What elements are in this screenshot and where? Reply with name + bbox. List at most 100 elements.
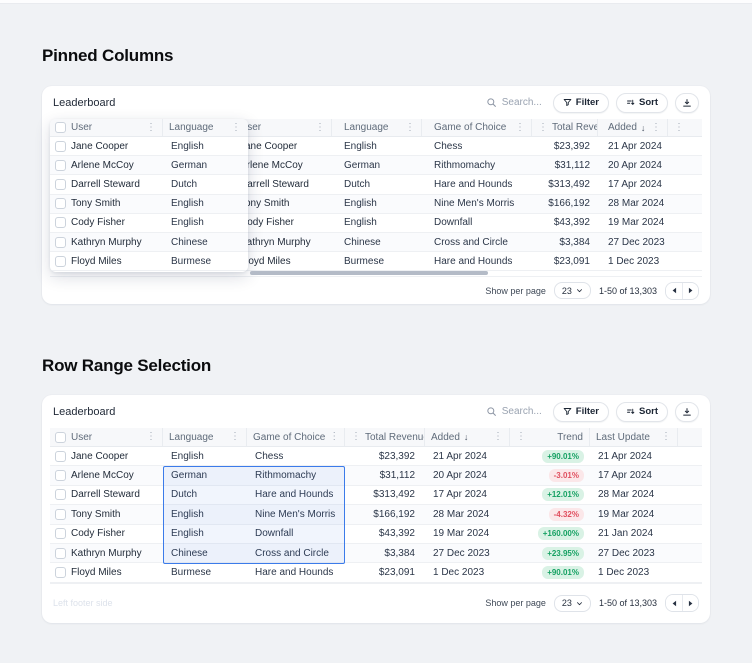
column-menu-icon[interactable]: ⋮: [661, 431, 671, 442]
table-row[interactable]: Darrell Steward Dutch Hare and Hounds $313,…: [228, 175, 702, 195]
column-header-added[interactable]: Added ↓ ⋮: [598, 119, 668, 136]
column-header-language[interactable]: Language ⋮: [332, 119, 422, 136]
column-header-game[interactable]: Game of Choice ⋮: [247, 428, 345, 446]
page-size-select[interactable]: 23: [553, 282, 591, 299]
row-checkbox[interactable]: [55, 567, 66, 579]
table-row[interactable]: Kathryn Murphy Chinese Cross and Circle $3,…: [50, 543, 702, 564]
leaderboard-card-pinned: Leaderboard Search... Filter Sort: [42, 86, 710, 304]
table-row[interactable]: Cody Fisher English: [50, 213, 248, 233]
row-checkbox[interactable]: [55, 450, 66, 462]
table-row[interactable]: Arlene McCoy German Rithmomachy $31,112 20 A…: [228, 156, 702, 176]
column-menu-icon[interactable]: ⋮: [230, 431, 240, 442]
column-header-trailing: ⋮: [668, 119, 702, 136]
table-row[interactable]: Floyd Miles Burmese: [50, 252, 248, 272]
table-row[interactable]: Tony Smith English: [50, 194, 248, 214]
row-checkbox[interactable]: [55, 470, 66, 482]
table-row[interactable]: Arlene McCoy German Rithmomachy $31,112 20 A…: [50, 466, 702, 486]
card-title: Leaderboard: [53, 96, 116, 109]
table-row[interactable]: Arlene McCoy German: [50, 156, 248, 176]
base-header-row: User ⋮ Language ⋮ Game of Choice ⋮ ⋮ Total R…: [228, 119, 702, 137]
next-page-button[interactable]: [682, 595, 698, 612]
horizontal-scrollbar[interactable]: [250, 271, 488, 275]
prev-page-button[interactable]: [666, 282, 682, 299]
column-header-revenue[interactable]: ⋮Total Revenue: [345, 428, 425, 446]
next-page-button[interactable]: [682, 282, 698, 299]
column-menu-icon[interactable]: ⋮: [674, 121, 684, 133]
card-footer: Left footer side Show per page 23 1-50 o…: [50, 582, 702, 623]
row-checkbox[interactable]: [55, 178, 66, 190]
column-header-user-pinned[interactable]: User ⋮: [50, 119, 163, 136]
column-menu-icon[interactable]: ⋮: [538, 121, 548, 133]
column-menu-icon[interactable]: ⋮: [493, 431, 503, 442]
table-row[interactable]: Jane Cooper English Chess $23,392 21 Apr 202…: [228, 137, 702, 157]
row-checkbox[interactable]: [55, 217, 66, 229]
table-row[interactable]: Tony Smith English Nine Men's Morris $166,1…: [228, 194, 702, 214]
column-menu-icon[interactable]: ⋮: [146, 121, 156, 133]
table-row[interactable]: Kathryn Murphy Chinese: [50, 232, 248, 253]
column-header-user[interactable]: User ⋮: [228, 119, 332, 136]
search-input[interactable]: Search...: [486, 97, 542, 108]
chevron-down-icon: [576, 289, 582, 293]
card-header: Leaderboard Search... Filter Sort: [50, 86, 702, 119]
table-row[interactable]: Darrell Steward Dutch Hare and Hounds $313,…: [50, 485, 702, 506]
search-input[interactable]: Search...: [486, 406, 542, 417]
filter-button[interactable]: Filter: [552, 401, 609, 422]
column-header-revenue[interactable]: ⋮Total Revenue: [532, 119, 598, 136]
chevron-down-icon: [576, 601, 582, 605]
pagination: Show per page 23 1-50 of 13,303: [485, 594, 699, 613]
column-menu-icon[interactable]: ⋮: [315, 121, 325, 133]
table-row[interactable]: Floyd Miles Burmese Hare and Hounds $23,091…: [228, 252, 702, 272]
row-checkbox[interactable]: [55, 159, 66, 171]
table-row[interactable]: Kathryn Murphy Chinese Cross and Circle $3,…: [228, 232, 702, 253]
row-checkbox[interactable]: [55, 236, 66, 248]
header-row: User ⋮ Language ⋮ Game of Choice ⋮ ⋮ Total R…: [50, 428, 702, 447]
column-header-user[interactable]: User ⋮: [50, 428, 163, 446]
download-icon: [683, 98, 691, 107]
column-menu-icon[interactable]: ⋮: [516, 431, 526, 442]
select-all-checkbox[interactable]: [55, 431, 66, 443]
column-header-trend[interactable]: ⋮ Trend: [510, 428, 590, 446]
column-menu-icon[interactable]: ⋮: [146, 431, 156, 442]
column-menu-icon[interactable]: ⋮: [329, 431, 340, 442]
row-checkbox[interactable]: [55, 198, 66, 210]
trend-badge: +23.95%: [542, 546, 584, 560]
column-menu-icon[interactable]: ⋮: [231, 121, 241, 133]
sort-button[interactable]: Sort: [616, 401, 668, 422]
row-checkbox[interactable]: [55, 255, 66, 267]
sort-icon: [627, 99, 635, 105]
table-row[interactable]: Jane Cooper English Chess $23,392 21 Apr 202…: [50, 447, 702, 467]
table-row[interactable]: Cody Fisher English Downfall $43,392 19 Mar …: [50, 524, 702, 544]
download-button[interactable]: [675, 401, 699, 422]
prev-icon: [672, 287, 677, 294]
sort-button[interactable]: Sort: [616, 92, 668, 113]
page-size-select[interactable]: 23: [553, 594, 591, 612]
pagination-range: 1-50 of 13,303: [598, 285, 657, 296]
column-menu-icon[interactable]: ⋮: [651, 121, 661, 133]
table-row[interactable]: Cody Fisher English Downfall $43,392 19 Mar …: [228, 213, 702, 233]
column-header-language-pinned[interactable]: Language ⋮: [169, 121, 241, 133]
column-menu-icon[interactable]: ⋮: [405, 121, 415, 133]
prev-page-button[interactable]: [666, 595, 682, 612]
search-placeholder: Search...: [501, 97, 542, 108]
row-checkbox[interactable]: [55, 140, 66, 152]
row-checkbox[interactable]: [55, 528, 66, 540]
column-menu-icon[interactable]: ⋮: [515, 121, 525, 133]
download-button[interactable]: [675, 92, 699, 113]
table-row[interactable]: Tony Smith English Nine Men's Morris $166,1…: [50, 505, 702, 525]
pinned-table-body: Jane Cooper English Arlene McCoy German Da…: [50, 137, 248, 272]
column-header-last-update[interactable]: Last Update ⋮: [590, 428, 678, 446]
footer-left-placeholder: Left footer side: [53, 598, 113, 609]
column-header-added[interactable]: Added ↓ ⋮: [425, 428, 510, 446]
filter-button[interactable]: Filter: [552, 92, 609, 113]
row-checkbox[interactable]: [55, 547, 66, 559]
column-header-language[interactable]: Language ⋮: [163, 428, 247, 446]
column-menu-icon[interactable]: ⋮: [351, 431, 361, 442]
table-row[interactable]: Jane Cooper English: [50, 137, 248, 157]
row-checkbox[interactable]: [55, 489, 66, 501]
row-checkbox[interactable]: [55, 508, 66, 520]
table-row[interactable]: Darrell Steward Dutch: [50, 175, 248, 195]
table-row[interactable]: Floyd Miles Burmese Hare and Hounds $23,091…: [50, 563, 702, 583]
column-header-game[interactable]: Game of Choice ⋮: [422, 119, 532, 136]
select-all-checkbox[interactable]: [55, 122, 66, 133]
next-icon: [688, 287, 692, 294]
